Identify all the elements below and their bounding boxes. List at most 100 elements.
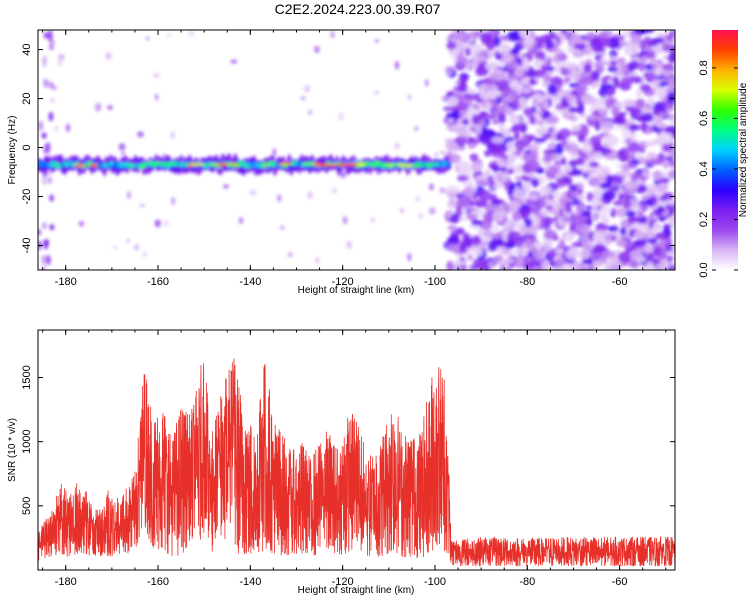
spectrogram-cell — [555, 142, 564, 155]
spectrogram-cell — [571, 169, 584, 176]
spectrogram-cell — [522, 56, 529, 68]
spectrogram-cell — [469, 43, 483, 54]
spectrogram-cell — [662, 141, 674, 152]
spectrogram-cell — [470, 61, 478, 70]
spectrogram-cell — [345, 163, 358, 167]
spectrogram-cell — [105, 52, 112, 61]
spectrogram-cell — [572, 49, 584, 58]
spectrogram-cell — [628, 60, 640, 70]
spectrogram-cell — [41, 254, 47, 264]
spectrogram-cell — [491, 136, 505, 144]
spectrogram-cell — [506, 60, 520, 70]
spectrogram-cell — [655, 183, 668, 192]
spectrogram-cell — [528, 115, 537, 125]
spectrogram-cell — [625, 180, 640, 192]
spectrogram-cell — [484, 102, 493, 111]
spectrogram-cell — [600, 120, 615, 132]
spectrogram-cell — [53, 85, 57, 91]
spectrogram-cell — [638, 39, 648, 50]
spectrogram-cell — [458, 242, 466, 254]
spectrogram-frame — [37, 29, 676, 271]
spectrogram-cell — [654, 232, 668, 240]
spectrogram-cell — [478, 120, 486, 126]
spectrogram-cell — [510, 90, 518, 101]
spectrogram-cell — [471, 235, 482, 245]
spectrogram-cell — [315, 257, 320, 264]
spectrogram-cell — [504, 249, 511, 256]
spectrogram-cell — [340, 170, 346, 179]
spectrogram-cell — [508, 182, 516, 191]
spectrogram-cell — [619, 227, 627, 236]
spectrogram-cell — [628, 124, 641, 131]
spectrogram-cell — [522, 181, 531, 193]
spectrogram-cell — [133, 243, 140, 251]
spectrogram-x-tick-label: -160 — [147, 276, 169, 288]
spectrogram-cell — [529, 78, 536, 85]
spectrogram-cell — [399, 208, 404, 213]
spectrogram-cell — [137, 131, 144, 138]
spectrogram-cell — [659, 250, 668, 261]
spectrogram-cell — [531, 215, 541, 227]
spectrogram-cell — [552, 189, 561, 202]
spectrogram-cell — [594, 54, 602, 61]
spectrogram-cell — [591, 197, 599, 210]
spectrogram-cell — [602, 190, 617, 201]
spectrogram-cell — [592, 212, 600, 222]
spectrogram-cell — [163, 162, 173, 167]
spectrogram-cell — [462, 118, 469, 126]
snr-x-tick-label: -80 — [519, 576, 535, 588]
spectrogram-cell — [451, 259, 465, 266]
spectrogram-cell — [640, 55, 649, 64]
spectrogram-cell — [489, 224, 500, 232]
spectrogram-cell — [455, 30, 468, 42]
spectrogram-cell — [487, 260, 497, 269]
spectrogram-cell — [543, 229, 558, 240]
spectrogram-cell — [41, 264, 47, 270]
spectrogram-cell — [666, 255, 674, 263]
spectrogram-cell — [571, 261, 584, 270]
spectrogram-cell — [547, 142, 558, 150]
spectrogram-cell — [260, 162, 268, 166]
spectrogram-cell — [554, 77, 564, 86]
spectrogram-cell — [652, 109, 662, 116]
spectrogram-cell — [520, 86, 532, 95]
spectrogram-cell — [482, 77, 497, 86]
spectrogram-cell — [629, 249, 639, 261]
spectrogram-cell — [509, 115, 521, 125]
spectrogram-cell — [652, 170, 663, 181]
colorbar-ticks: 0.0 0.2 0.4 0.6 0.8 — [698, 60, 738, 278]
spectrogram-cell — [599, 205, 613, 213]
spectrogram-cell — [475, 179, 487, 186]
spectrogram-cell — [475, 123, 482, 134]
spectrogram-cell — [461, 97, 473, 105]
spectrogram-cell — [490, 236, 504, 247]
spectrogram-cell — [497, 113, 506, 124]
spectrogram-cell — [572, 124, 581, 131]
spectrogram-cell — [469, 209, 482, 216]
spectrogram-cell — [126, 191, 132, 199]
spectrogram-y-tick-label: 20 — [21, 92, 33, 104]
spectrogram-cell — [454, 136, 468, 145]
spectrogram-cell — [522, 107, 535, 116]
spectrogram-cell — [666, 92, 675, 104]
spectrogram-cell — [615, 207, 627, 217]
spectrogram-cell — [473, 30, 483, 38]
spectrogram-cell — [480, 31, 493, 43]
spectrogram-cell — [551, 95, 560, 102]
spectrogram-cell — [513, 131, 520, 140]
spectrogram-cell — [579, 76, 594, 86]
spectrogram-cell — [592, 187, 603, 199]
spectrogram-cell — [428, 183, 434, 191]
spectrogram-cell — [512, 221, 519, 227]
spectrogram-cell — [577, 134, 586, 143]
spectrogram-cell — [307, 109, 313, 116]
spectrogram-cell — [146, 36, 150, 41]
snr-y-label: SNR (10 * v/v) — [7, 418, 18, 482]
spectrogram-cell — [163, 220, 169, 226]
spectrogram-cell — [471, 219, 483, 226]
snr-x-tick-label: -60 — [612, 576, 628, 588]
spectrogram-cell — [446, 41, 457, 50]
spectrogram-cell — [665, 242, 673, 253]
spectrogram-cell — [371, 162, 386, 166]
spectrogram-cell — [42, 55, 48, 67]
